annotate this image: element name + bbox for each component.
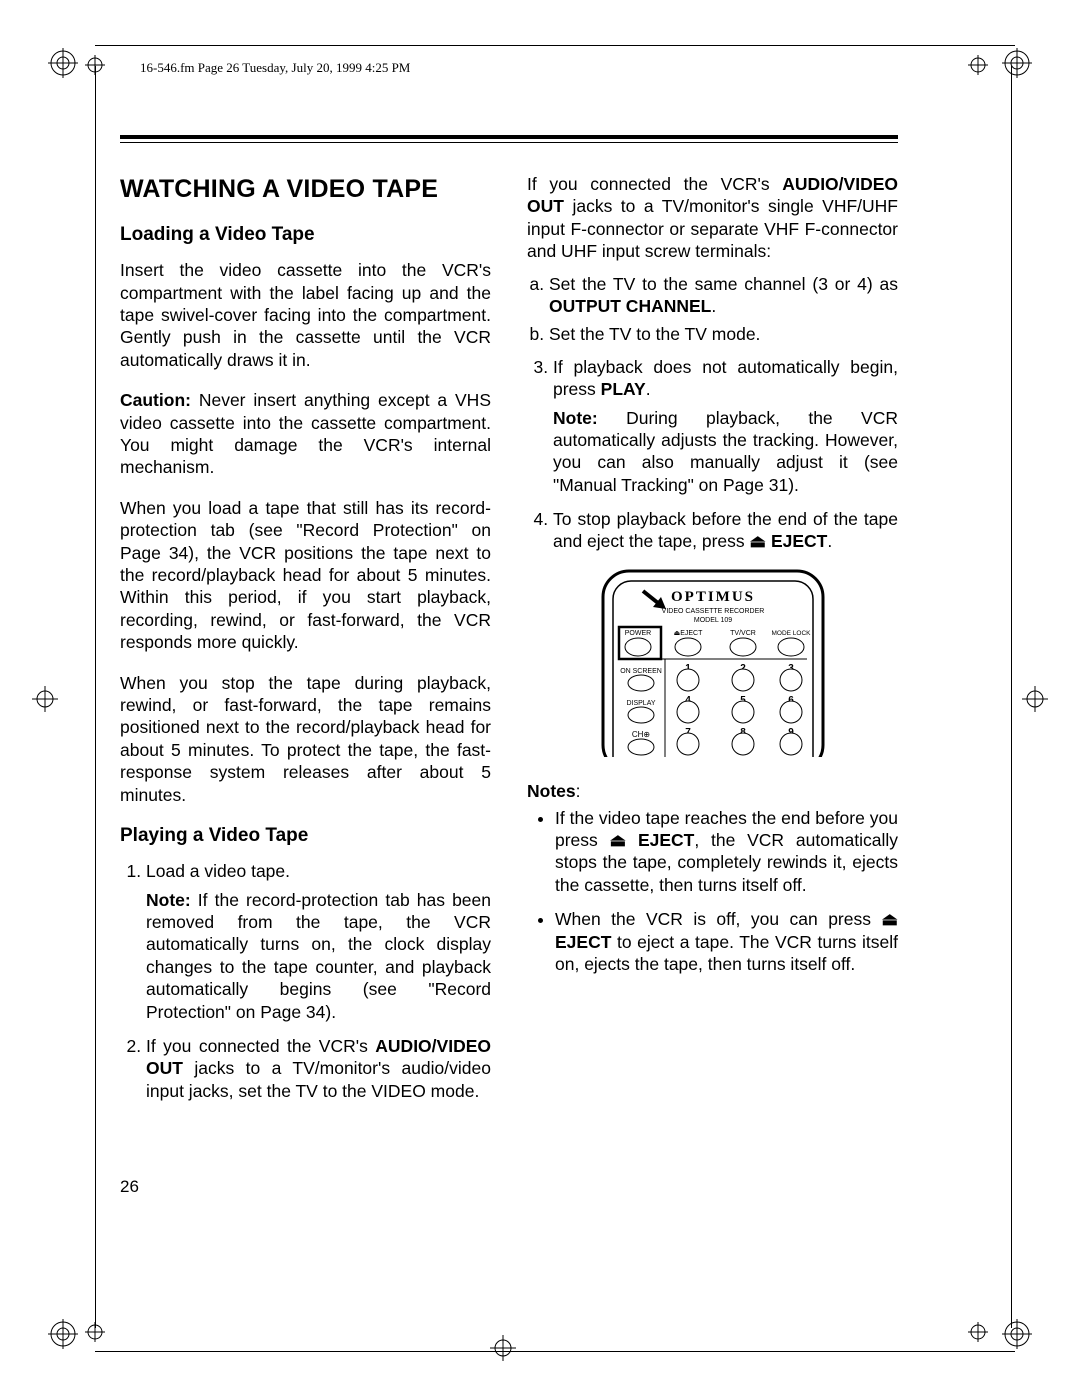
remote-brand: OPTIMUS [670, 589, 754, 605]
crop-circle [968, 55, 988, 75]
list-note: Note: If the record-protection tab has b… [146, 889, 491, 1023]
svg-text:MODE LOCK: MODE LOCK [771, 630, 811, 637]
list-item: Load a video tape. Note: If the record-p… [146, 860, 491, 1023]
txt: When the VCR is off, you can press [555, 909, 881, 929]
list-item: When the VCR is off, you can press ⏏ EJE… [555, 908, 898, 975]
frame-line [95, 1351, 1015, 1352]
document-header: 16-546.fm Page 26 Tuesday, July 20, 1999… [140, 60, 410, 76]
frame-line [95, 66, 96, 1328]
paragraph: When you load a tape that still has its … [120, 497, 491, 654]
bottom-mark [490, 1335, 516, 1361]
list-item: To stop playback before the end of the t… [553, 508, 898, 553]
eject-icon: ⏏ [750, 531, 771, 551]
list-item: Set the TV to the same channel (3 or 4) … [549, 273, 898, 318]
li-text-a: If you connected the VCR's [146, 1036, 375, 1056]
subhead-playing: Playing a Video Tape [120, 824, 491, 848]
header-rule [120, 135, 898, 143]
svg-text:ON SCREEN: ON SCREEN [620, 668, 662, 675]
list-item: If the video tape reaches the end before… [555, 807, 898, 897]
txt-caps: EJECT [638, 830, 694, 850]
remote-illustration: OPTIMUS VIDEO CASSETTE RECORDER MODEL 10… [527, 567, 898, 762]
reg-mark-bl [48, 1319, 78, 1349]
svg-text:⏏EJECT: ⏏EJECT [673, 630, 703, 637]
eject-icon: ⏏ [610, 830, 638, 850]
txt: Set the TV to the same channel (3 or 4) … [549, 274, 898, 294]
caution-label: Caution: [120, 390, 191, 410]
txt-caps: EJECT [771, 531, 827, 551]
ordered-list: Load a video tape. Note: If the record-p… [120, 860, 491, 1102]
svg-text:TV/VCR: TV/VCR [730, 630, 756, 637]
crop-circle [968, 1322, 988, 1342]
paragraph: Insert the video cassette into the VCR's… [120, 259, 491, 371]
txt-caps: OUTPUT CHANNEL [549, 296, 711, 316]
paragraph-caution: Caution: Never insert anything except a … [120, 389, 491, 479]
ordered-list-cont: If playback does not automatically begin… [527, 356, 898, 553]
txt-caps: PLAY [601, 379, 646, 399]
list-note: Note: During playback, the VCR automatic… [553, 407, 898, 497]
frame-line [1011, 66, 1012, 1328]
note-text: During playback, the VCR automatically a… [553, 408, 898, 495]
notes-list: If the video tape reaches the end before… [527, 807, 898, 976]
list-item: If playback does not automatically begin… [553, 356, 898, 496]
paragraph: If you connected the VCR's AUDIO/VIDEO O… [527, 173, 898, 263]
paragraph: When you stop the tape during playback, … [120, 672, 491, 806]
svg-text:POWER: POWER [624, 630, 650, 637]
reg-mark-tr [1002, 48, 1032, 78]
page-number: 26 [120, 1177, 139, 1197]
notes-heading: Notes [527, 781, 576, 801]
txt: jacks to a TV/monitor's single VHF/UHF i… [527, 196, 898, 261]
list-item: Set the TV to the TV mode. [549, 323, 898, 345]
remote-line2: MODEL 109 [693, 617, 731, 624]
notes-label: Notes: [527, 780, 898, 802]
txt: If you connected the VCR's [527, 174, 782, 194]
side-mark-left [32, 686, 58, 712]
note-label: Note: [146, 890, 191, 910]
remote-svg: OPTIMUS VIDEO CASSETTE RECORDER MODEL 10… [593, 567, 833, 757]
list-item: If you connected the VCR's AUDIO/VIDEO O… [146, 1035, 491, 1102]
txt: To stop playback before the end of the t… [553, 509, 898, 551]
sub-ordered-list: Set the TV to the same channel (3 or 4) … [527, 273, 898, 346]
remote-line1: VIDEO CASSETTE RECORDER [661, 608, 764, 615]
note-text: If the record-protection tab has been re… [146, 890, 491, 1022]
subhead-loading: Loading a Video Tape [120, 223, 491, 247]
side-mark-right [1022, 686, 1048, 712]
li-text: Load a video tape. [146, 861, 290, 881]
frame-line [95, 45, 1015, 46]
svg-text:CH⊕: CH⊕ [631, 730, 649, 739]
note-label: Note: [553, 408, 598, 428]
reg-mark-br [1002, 1319, 1032, 1349]
li-text-c: jacks to a TV/monitor's audio/video inpu… [146, 1058, 491, 1100]
svg-text:DISPLAY: DISPLAY [626, 700, 655, 707]
reg-mark-tl [48, 48, 78, 78]
section-title: WATCHING A VIDEO TAPE [120, 173, 491, 205]
txt-caps: EJECT [555, 932, 611, 952]
eject-icon: ⏏ [881, 909, 898, 929]
page-body: WATCHING A VIDEO TAPE Loading a Video Ta… [120, 135, 898, 1102]
